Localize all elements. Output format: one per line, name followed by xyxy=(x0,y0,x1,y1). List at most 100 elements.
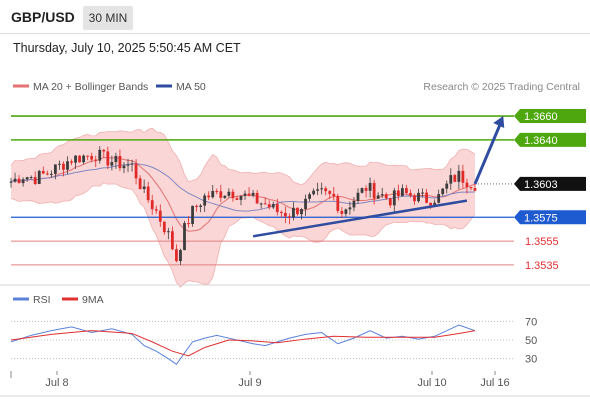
timeframe-button[interactable]: 30 MIN xyxy=(83,6,133,30)
level-label-1.3603: 1.3603 xyxy=(524,179,558,191)
candle-body xyxy=(166,231,170,233)
candle-body xyxy=(154,209,158,211)
candle-body xyxy=(37,170,41,184)
candle-body xyxy=(203,195,207,206)
rsi-ma-legend-label: 9MA xyxy=(82,294,104,306)
candle-body xyxy=(235,198,239,200)
candle-body xyxy=(255,192,259,204)
candle-body xyxy=(53,164,57,174)
candle-body xyxy=(187,223,190,225)
candle-body xyxy=(296,207,299,215)
candle-body xyxy=(364,188,368,191)
candle-body xyxy=(195,205,198,207)
candle-body xyxy=(332,193,336,197)
candle-body xyxy=(465,182,469,187)
level-label-1.3660: 1.3660 xyxy=(524,111,558,123)
candle-body xyxy=(409,192,412,196)
candle-body xyxy=(388,198,392,206)
rsi-legend-label: RSI xyxy=(33,294,51,306)
candle-body xyxy=(304,198,307,210)
candle-body xyxy=(453,175,457,182)
candle-body xyxy=(421,192,424,194)
candle-body xyxy=(170,231,174,250)
forecast-arrow-line xyxy=(473,123,502,185)
level-tag-1.3603 xyxy=(514,176,586,191)
candle-body xyxy=(324,188,328,192)
candle-body xyxy=(441,188,445,195)
candle-body xyxy=(425,192,428,203)
rsi-tick-70: 70 xyxy=(525,316,537,328)
candle-body xyxy=(33,177,37,184)
candle-body xyxy=(376,195,380,199)
level-tag-1.3575 xyxy=(514,210,586,225)
candle-body xyxy=(352,200,356,208)
candle-body xyxy=(70,161,73,163)
candle-body xyxy=(380,194,384,196)
candle-body xyxy=(45,173,49,175)
candle-body xyxy=(288,216,291,218)
candle-body xyxy=(320,188,324,190)
candle-body xyxy=(215,190,219,192)
candle-body xyxy=(417,192,420,202)
candle-body xyxy=(384,194,388,199)
candle-body xyxy=(130,163,134,165)
rsi-ma-line xyxy=(10,330,476,357)
x-tick-Jul-16: Jul 16 xyxy=(480,377,509,389)
candle-body xyxy=(340,210,344,214)
candle-body xyxy=(433,202,437,206)
candle-body xyxy=(114,155,118,163)
candle-body xyxy=(211,190,215,198)
rsi-tick-50: 50 xyxy=(525,335,537,347)
candle-body xyxy=(86,155,90,157)
candle-body xyxy=(279,212,283,214)
candle-body xyxy=(457,170,461,182)
candle-body xyxy=(9,181,13,183)
candle-body xyxy=(348,207,352,210)
candle-body xyxy=(29,177,33,179)
candle-body xyxy=(106,151,110,166)
candle-body xyxy=(308,194,311,199)
candle-body xyxy=(191,205,194,224)
datetime-label: Thursday, July 10, 2025 5:50:45 AM CET xyxy=(13,41,241,55)
candle-body xyxy=(94,159,98,161)
candle-body xyxy=(122,165,126,169)
ma50-legend-label: MA 50 xyxy=(176,81,206,93)
candle-body xyxy=(78,155,81,163)
candle-body xyxy=(263,203,267,205)
candle-body xyxy=(49,173,53,175)
rsi-line xyxy=(10,324,476,365)
candle-body xyxy=(396,190,400,197)
candle-body xyxy=(175,249,178,262)
candle-body xyxy=(312,190,316,195)
candle-body xyxy=(449,175,453,184)
candle-body xyxy=(74,155,77,163)
candle-body xyxy=(223,195,227,198)
candle-body xyxy=(247,193,251,196)
candle-body xyxy=(392,190,396,206)
candle-body xyxy=(469,186,473,189)
candle-body xyxy=(62,163,65,170)
forecast-arrowhead xyxy=(493,116,505,129)
level-label-1.3575: 1.3575 xyxy=(524,212,558,224)
candle-body xyxy=(227,191,231,196)
candle-body xyxy=(98,149,102,161)
ma50-line xyxy=(10,163,476,212)
candle-body xyxy=(126,164,130,166)
x-tick-Jul-8: Jul 8 xyxy=(45,377,68,389)
candle-body xyxy=(138,178,142,190)
candle-body xyxy=(275,204,279,213)
support-trendline xyxy=(252,199,468,238)
candle-body xyxy=(150,200,154,210)
copyright-label: Research © 2025 Trading Central xyxy=(423,81,580,93)
candle-body xyxy=(300,209,303,215)
candle-body xyxy=(82,155,86,163)
level-tag-1.3660 xyxy=(514,109,586,124)
candle-body xyxy=(368,182,372,191)
candle-body xyxy=(219,191,223,198)
candle-body xyxy=(58,163,61,165)
header-separator xyxy=(0,33,590,34)
level-label-1.3535: 1.3535 xyxy=(525,260,559,272)
candle-body xyxy=(110,162,114,166)
candle-body xyxy=(207,195,211,198)
